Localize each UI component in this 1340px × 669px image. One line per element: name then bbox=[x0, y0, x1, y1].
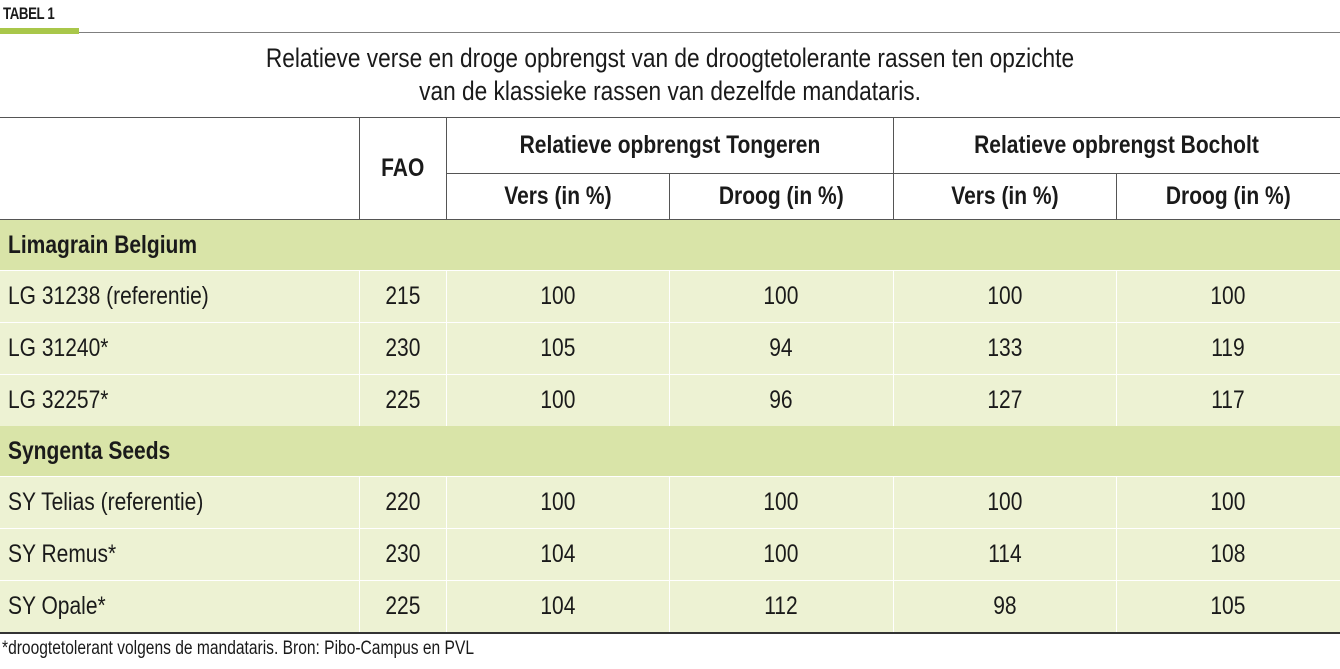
cell-bocholt-vers: 100 bbox=[892, 476, 1116, 529]
table-title-line-1: Relatieve verse en droge opbrengst van d… bbox=[265, 43, 1075, 73]
cell-tongeren-droog: 96 bbox=[668, 374, 893, 426]
cell-ras: SY Telias (referentie) bbox=[0, 476, 359, 529]
cell-tongeren-droog: 112 bbox=[668, 580, 893, 634]
cell-tongeren-vers: 104 bbox=[445, 528, 669, 581]
cell-fao: 225 bbox=[358, 374, 446, 426]
cell-fao: 225 bbox=[358, 580, 446, 634]
group-name: Limagrain Belgium bbox=[0, 219, 1340, 271]
header-fao: FAO bbox=[359, 117, 447, 220]
cell-tongeren-vers: 100 bbox=[445, 476, 669, 529]
cell-tongeren-droog: 100 bbox=[668, 476, 893, 529]
cell-bocholt-droog: 100 bbox=[1115, 476, 1340, 529]
table-tag: TABEL 1 bbox=[0, 0, 80, 36]
cell-ras: LG 32257* bbox=[0, 374, 359, 426]
footnote-text: *droogtetolerant volgens de mandataris. … bbox=[2, 638, 475, 659]
table-title: Relatieve verse en droge opbrengst van d… bbox=[0, 42, 1340, 108]
table-title-line-2: van de klassieke rassen van dezelfde man… bbox=[419, 76, 921, 106]
table-row: LG 32257* 225 100 96 127 117 bbox=[0, 374, 1340, 426]
cell-ras: SY Remus* bbox=[0, 528, 359, 581]
header-group-tongeren: Relatieve opbrengst Tongeren bbox=[446, 117, 894, 174]
table-row: LG 31240* 230 105 94 133 119 bbox=[0, 322, 1340, 375]
cell-bocholt-droog: 105 bbox=[1115, 580, 1340, 634]
table-tag-label: TABEL 1 bbox=[3, 4, 55, 23]
cell-tongeren-vers: 100 bbox=[445, 374, 669, 426]
table-row: LG 31238 (referentie) 215 100 100 100 10… bbox=[0, 270, 1340, 323]
cell-tongeren-droog: 94 bbox=[668, 322, 893, 375]
cell-bocholt-droog: 119 bbox=[1115, 322, 1340, 375]
cell-tongeren-droog: 100 bbox=[668, 528, 893, 581]
cell-bocholt-vers: 114 bbox=[892, 528, 1116, 581]
cell-ras: LG 31238 (referentie) bbox=[0, 270, 359, 323]
cell-tongeren-vers: 104 bbox=[445, 580, 669, 634]
header-bocholt-droog: Droog (in %) bbox=[1116, 173, 1340, 220]
cell-fao: 230 bbox=[358, 322, 446, 375]
header-bocholt-vers: Vers (in %) bbox=[893, 173, 1117, 220]
cell-bocholt-vers: 100 bbox=[892, 270, 1116, 323]
table-row: SY Opale* 225 104 112 98 105 bbox=[0, 580, 1340, 634]
cell-tongeren-droog: 100 bbox=[668, 270, 893, 323]
header-tongeren-droog: Droog (in %) bbox=[669, 173, 894, 220]
group-row: Limagrain Belgium bbox=[0, 219, 1340, 271]
cell-tongeren-vers: 105 bbox=[445, 322, 669, 375]
header-group-bocholt: Relatieve opbrengst Bocholt bbox=[893, 117, 1340, 174]
cell-ras: SY Opale* bbox=[0, 580, 359, 634]
footnote: *droogtetolerant volgens de mandataris. … bbox=[2, 638, 578, 660]
table-tag-underline bbox=[0, 28, 79, 34]
group-row: Syngenta Seeds bbox=[0, 426, 1340, 477]
cell-fao: 215 bbox=[358, 270, 446, 323]
cell-ras: LG 31240* bbox=[0, 322, 359, 375]
cell-bocholt-vers: 133 bbox=[892, 322, 1116, 375]
cell-bocholt-vers: 98 bbox=[892, 580, 1116, 634]
cell-bocholt-droog: 108 bbox=[1115, 528, 1340, 581]
cell-bocholt-droog: 100 bbox=[1115, 270, 1340, 323]
header-ras-empty bbox=[0, 117, 360, 220]
table-row: SY Telias (referentie) 220 100 100 100 1… bbox=[0, 476, 1340, 529]
header-tongeren-vers: Vers (in %) bbox=[446, 173, 670, 220]
group-name: Syngenta Seeds bbox=[0, 426, 1340, 477]
yield-table: FAO Relatieve opbrengst Tongeren Relatie… bbox=[0, 117, 1340, 634]
cell-tongeren-vers: 100 bbox=[445, 270, 669, 323]
table-row: SY Remus* 230 104 100 114 108 bbox=[0, 528, 1340, 581]
cell-bocholt-vers: 127 bbox=[892, 374, 1116, 426]
cell-fao: 230 bbox=[358, 528, 446, 581]
cell-fao: 220 bbox=[358, 476, 446, 529]
cell-bocholt-droog: 117 bbox=[1115, 374, 1340, 426]
top-divider bbox=[79, 32, 1340, 33]
